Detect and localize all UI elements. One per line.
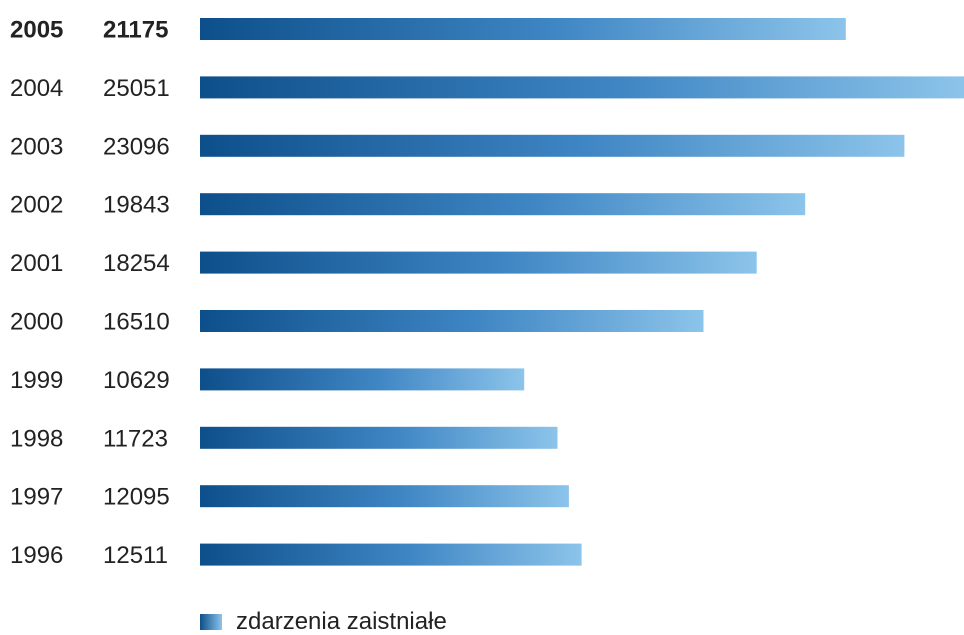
- value-label-2001: 18254: [103, 250, 170, 277]
- value-label-2004: 25051: [103, 75, 170, 102]
- year-label-2004: 2004: [10, 75, 63, 102]
- year-label-1997: 1997: [10, 484, 63, 511]
- bar-2000: [200, 310, 704, 332]
- value-label-2003: 23096: [103, 133, 170, 160]
- legend-swatch: [200, 614, 222, 630]
- year-label-1998: 1998: [10, 425, 63, 452]
- legend: zdarzenia zaistniałe: [200, 610, 447, 634]
- year-label-2003: 2003: [10, 133, 63, 160]
- value-label-1999: 10629: [103, 367, 170, 394]
- year-label-1996: 1996: [10, 542, 63, 569]
- year-label-2000: 2000: [10, 309, 63, 336]
- value-label-1997: 12095: [103, 484, 170, 511]
- bar-2004: [200, 76, 964, 99]
- bar-2005: [200, 18, 846, 40]
- year-label-2002: 2002: [10, 192, 63, 219]
- bars-group: [200, 18, 964, 566]
- value-label-1998: 11723: [103, 425, 168, 452]
- bar-2001: [200, 251, 757, 274]
- bar-1997: [200, 485, 569, 508]
- year-label-1999: 1999: [10, 367, 63, 394]
- bar-1998: [200, 426, 558, 449]
- value-label-1996: 12511: [103, 542, 168, 569]
- bar-1999: [200, 368, 525, 391]
- year-label-2001: 2001: [10, 250, 63, 277]
- value-label-2002: 19843: [103, 192, 170, 219]
- labels-group: 2005 21175 2004 25051 2003 23096 2002 19843 2001…: [10, 17, 170, 570]
- year-label-2005: 2005: [10, 17, 63, 44]
- bar-2002: [200, 193, 806, 216]
- bar-1996: [200, 543, 582, 566]
- value-label-2005: 21175: [103, 17, 168, 44]
- bar-2003: [200, 134, 905, 157]
- value-label-2000: 16510: [103, 309, 170, 336]
- legend-label: zdarzenia zaistniałe: [236, 608, 447, 635]
